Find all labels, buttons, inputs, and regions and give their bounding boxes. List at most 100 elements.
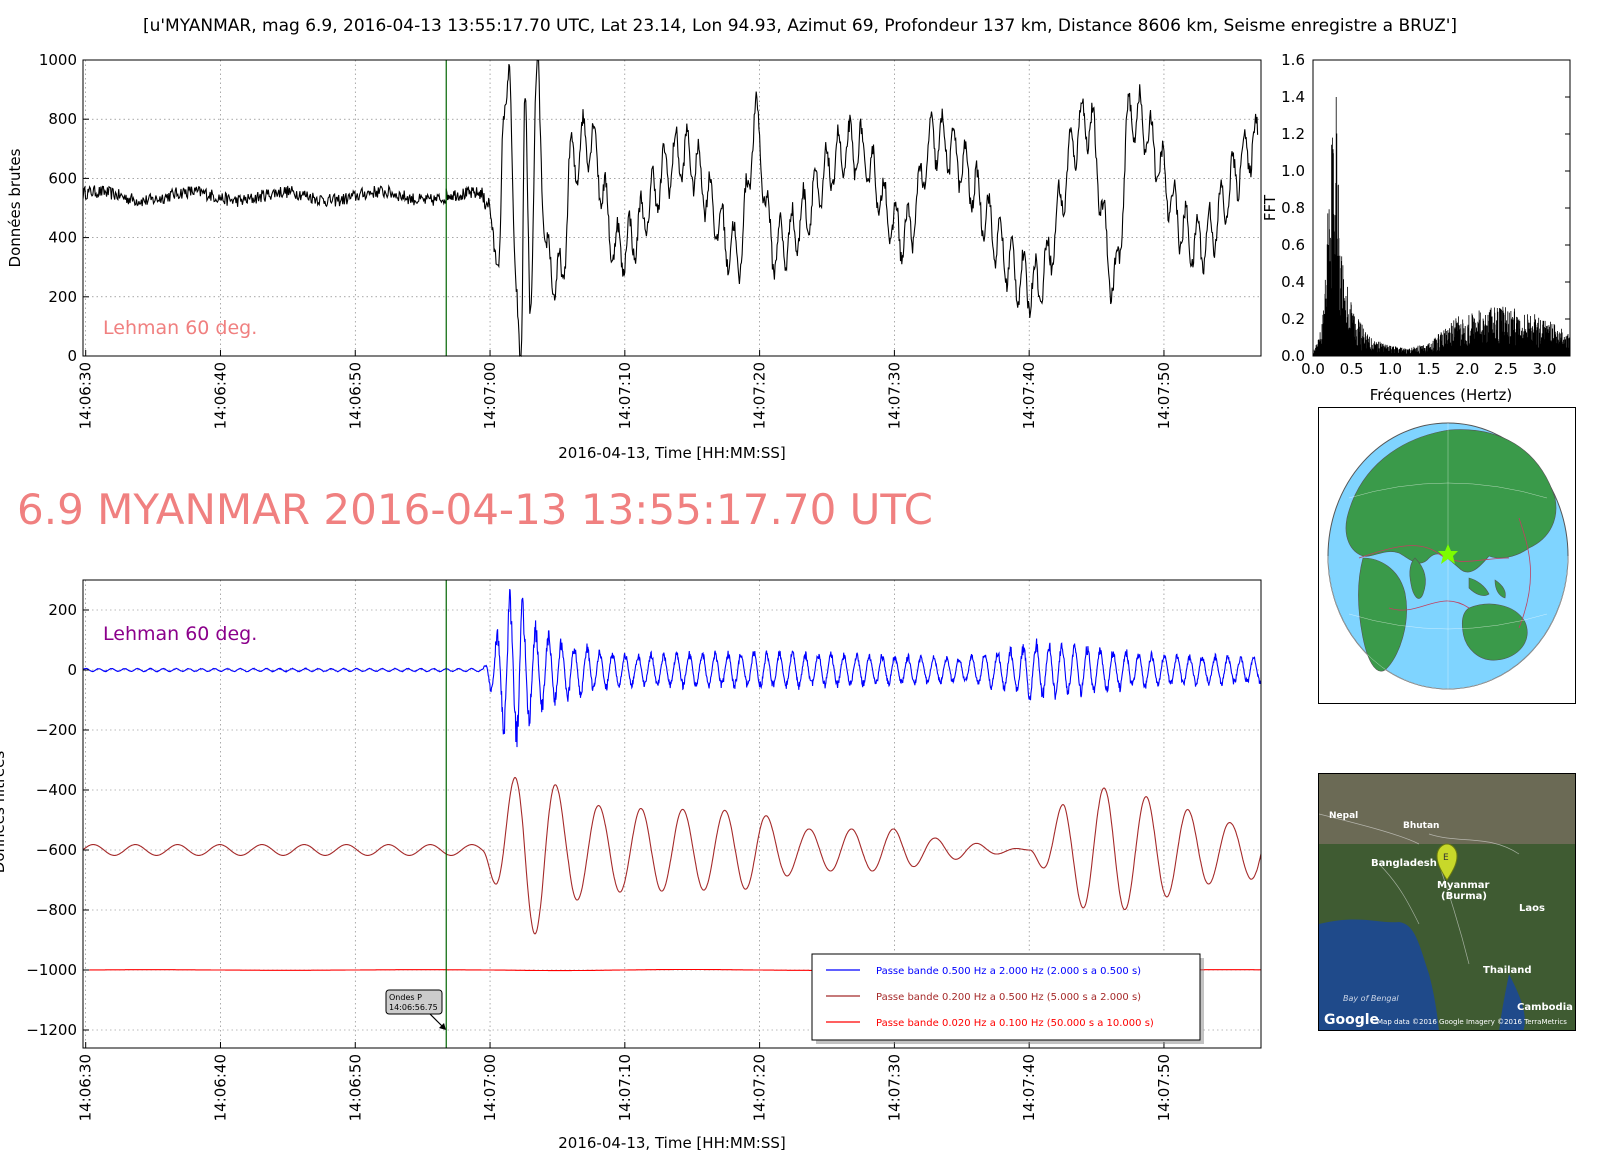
fft-xtick-label-5: 2.5 [1494,360,1518,378]
fft-series [1312,97,1571,356]
fft-ytick-label-6: 1.2 [1281,125,1305,143]
filtered-xtick-label-1: 14:06:40 [211,1054,229,1121]
filtered-annotation: Lehman 60 deg. [103,623,257,645]
filtered-trace-1 [82,588,1262,748]
figure-super-title: [u'MYANMAR, mag 6.9, 2016-04-13 13:55:17… [142,16,1458,36]
map-label-3: Myanmar [1437,880,1490,891]
fft-ytick-label-8: 1.6 [1281,51,1305,69]
raw-ytick-label-1: 200 [48,288,77,306]
fft-ytick-label-0: 0.0 [1281,347,1305,365]
raw-ytick-label-5: 1000 [39,51,77,69]
filtered-ytick-label-7: −1200 [26,1021,77,1039]
callout-arrow-head [439,1023,446,1030]
raw-xtick-label-5: 14:07:20 [751,362,769,429]
fft-ylabel: FFT [1261,194,1279,221]
map-label-6: Thailand [1483,965,1532,976]
raw-xlabel: 2016-04-13, Time [HH:MM:SS] [558,444,785,462]
globe-plate-boundaries [1358,517,1531,629]
fft-ytick-label-2: 0.4 [1281,273,1305,291]
fft-xtick-label-3: 1.5 [1417,360,1441,378]
raw-xtick-label-1: 14:06:40 [211,362,229,429]
globe-islands [1468,577,1506,599]
legend-label-2: Passe bande 0.200 Hz a 0.500 Hz (5.000 s… [876,992,1141,1003]
filtered-series [82,588,1262,972]
map-bay-of-bengal [1319,919,1439,1030]
fft-xlabel: Fréquences (Hertz) [1370,386,1513,404]
filtered-ytick-label-1: 0 [67,661,77,679]
filtered-legend: Passe bande 0.500 Hz a 2.000 Hz (2.000 s… [811,953,1204,1044]
map-borders [1319,813,1520,965]
epicenter-star-icon [1438,544,1458,564]
filtered-ytick-label-0: 200 [48,601,77,619]
globe-eurasia [1345,429,1557,573]
google-logo: Google [1324,1012,1379,1028]
filtered-xtick-label-7: 14:07:40 [1020,1054,1038,1121]
raw-xtick-label-3: 14:07:00 [481,362,499,429]
raw-plot-frame [82,59,1262,357]
map-gulf [1499,974,1525,1030]
fft-xtick-label-4: 2.0 [1455,360,1479,378]
legend-label-3: Passe bande 0.020 Hz a 0.100 Hz (50.000 … [876,1018,1154,1029]
filtered-ytick-label-5: −800 [36,901,77,919]
fft-ticks: 0.0 0.5 1.0 1.5 2.0 2.5 3.0 0.0 0.2 0.4 0.6 0.8 1.0 1… [1281,51,1570,378]
filtered-xtick-label-4: 14:07:10 [616,1054,634,1121]
fft-xtick-label-1: 0.5 [1340,360,1364,378]
filtered-xtick-label-2: 14:06:50 [346,1054,364,1121]
fft-xtick-label-2: 1.0 [1378,360,1402,378]
raw-annotation: Lehman 60 deg. [103,317,257,339]
globe-panel [1318,407,1576,704]
raw-ytick-label-3: 600 [48,169,77,187]
callout-line-2: 14:06:56.75 [389,1003,438,1012]
globe-india [1409,557,1426,599]
fft-spectrum [1312,97,1571,356]
raw-xtick-label-7: 14:07:40 [1020,362,1038,429]
map-label-2: Bangladesh [1371,858,1437,869]
map-himalaya [1319,774,1575,844]
map-attribution: Map data ©2016 Google Imagery ©2016 Terr… [1377,1018,1567,1026]
raw-ticks: 14:06:30 14:06:40 14:06:50 14:07:00 14:07:10… [39,51,1173,429]
filtered-plot-frame [82,579,1262,1049]
filtered-xtick-label-8: 14:07:50 [1155,1054,1173,1121]
filtered-xtick-label-5: 14:07:20 [751,1054,769,1121]
map-panel: Nepal Bhutan Bangladesh Myanmar (Burma) … [1318,773,1576,1031]
fft-ytick-label-5: 1.0 [1281,162,1305,180]
legend-label-1: Passe bande 0.500 Hz a 2.000 Hz (2.000 s… [876,966,1141,977]
fft-ytick-label-4: 0.8 [1281,199,1305,217]
filtered-ytick-label-4: −600 [36,841,77,859]
raw-ytick-label-0: 0 [67,347,77,365]
filtered-ticks: 14:06:30 14:06:40 14:06:50 14:07:00 14:07:10… [26,601,1173,1121]
filtered-xtick-label-3: 14:07:00 [481,1054,499,1121]
map-pin-icon [1436,843,1458,881]
raw-series [82,59,1259,358]
map-label-0: Nepal [1329,811,1358,821]
legend-box [811,953,1201,1041]
map-label-7: Bay of Bengal [1343,994,1399,1003]
raw-xtick-label-8: 14:07:50 [1155,362,1173,429]
filtered-xtick-label-0: 14:06:30 [77,1054,95,1121]
callout-line-1: Ondes P [389,993,422,1002]
raw-xtick-label-4: 14:07:10 [616,362,634,429]
globe-australia [1461,603,1528,661]
raw-ylabel: Données brutes [6,148,24,267]
map-label-8: Cambodia [1517,1002,1573,1013]
filtered-xlabel: 2016-04-13, Time [HH:MM:SS] [558,1134,785,1150]
raw-grid [83,59,1261,357]
fft-ytick-label-3: 0.6 [1281,236,1305,254]
raw-xtick-label-0: 14:06:30 [77,362,95,429]
map-label-4: (Burma) [1441,891,1487,902]
globe-africa [1358,557,1407,672]
filtered-ylabel: Données filtrées [0,751,8,874]
raw-xtick-label-2: 14:06:50 [346,362,364,429]
globe-svg [1327,422,1569,690]
callout-box [385,989,443,1015]
fft-ytick-label-1: 0.2 [1281,310,1305,328]
filtered-ytick-label-3: −400 [36,781,77,799]
map-pin-letter: E [1443,853,1449,863]
fft-xtick-label-0: 0.0 [1301,360,1325,378]
map-label-1: Bhutan [1403,821,1439,831]
filtered-trace-2 [82,776,1262,935]
filtered-xtick-label-6: 14:07:30 [885,1054,903,1121]
fft-xtick-label-6: 3.0 [1533,360,1557,378]
map-label-5: Laos [1519,903,1545,914]
p-wave-callout: Ondes P 14:06:56.75 [385,989,446,1030]
